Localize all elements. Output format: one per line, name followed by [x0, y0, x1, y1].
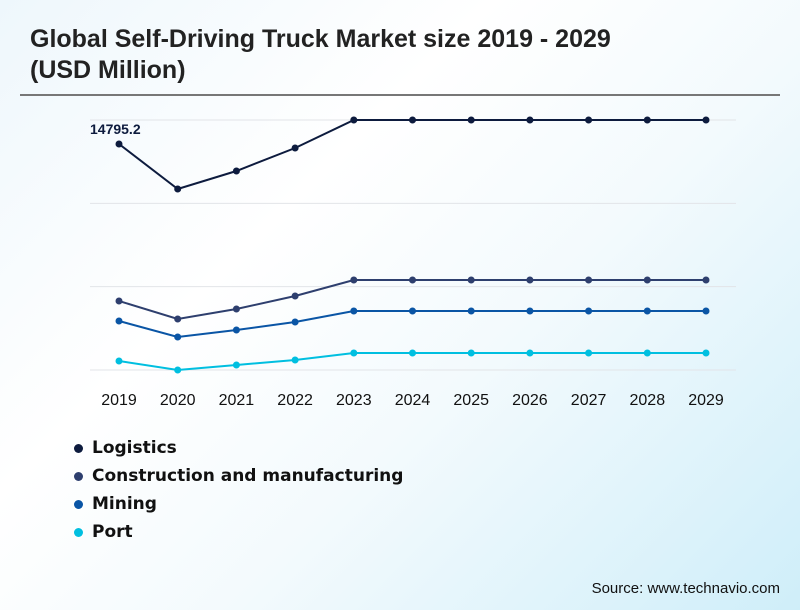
data-point	[350, 349, 358, 357]
line-chart: 2019 2020 2021 2022 2023 2024 2025 2026 2027 2028…	[90, 116, 736, 409]
data-point	[291, 318, 299, 326]
x-tick-label: 2028	[630, 392, 666, 409]
legend: Logistics Construction and manufacturing…	[74, 434, 403, 546]
legend-item-mining: Mining	[74, 490, 403, 518]
data-point	[232, 305, 240, 313]
data-point	[232, 326, 240, 334]
legend-item-logistics: Logistics	[74, 434, 403, 462]
data-point	[526, 349, 534, 357]
data-point	[174, 333, 182, 341]
legend-label: Port	[92, 522, 133, 542]
data-point	[232, 361, 240, 369]
data-point	[291, 292, 299, 300]
x-tick-label: 2027	[571, 392, 607, 409]
x-tick-label: 2029	[688, 392, 724, 409]
legend-marker	[74, 527, 83, 537]
x-tick-label: 2024	[395, 392, 431, 409]
data-point	[409, 116, 416, 124]
data-point	[291, 356, 299, 364]
series-line-0	[118, 119, 706, 191]
data-point	[115, 317, 123, 325]
legend-marker	[74, 471, 83, 481]
data-point	[643, 307, 651, 315]
source-note: Source: www.technavio.com	[591, 580, 780, 597]
data-point	[585, 307, 593, 315]
data-point	[350, 307, 358, 315]
x-tick-label: 2025	[453, 392, 489, 409]
data-point	[702, 307, 710, 315]
data-point	[291, 144, 299, 152]
data-point	[467, 307, 475, 315]
x-tick-label: 2021	[219, 392, 255, 409]
data-point	[467, 349, 475, 357]
data-point	[585, 276, 593, 284]
data-point	[232, 167, 240, 175]
data-point	[115, 140, 123, 148]
legend-item-port: Port	[74, 518, 403, 546]
data-point	[702, 276, 710, 284]
legend-label: Logistics	[92, 438, 177, 458]
legend-marker	[74, 499, 83, 509]
data-point	[702, 116, 710, 124]
data-point	[526, 276, 534, 284]
data-point	[174, 366, 182, 374]
chart-title: Global Self-Driving Truck Market size 20…	[30, 25, 611, 84]
legend-label: Mining	[92, 494, 157, 514]
x-tick-label: 2026	[512, 392, 548, 409]
data-point	[409, 276, 416, 284]
data-point	[409, 307, 416, 315]
data-point	[467, 276, 475, 284]
data-point	[526, 116, 534, 124]
data-point	[643, 116, 651, 124]
data-point	[643, 276, 651, 284]
data-point	[174, 185, 182, 193]
legend-label: Construction and manufacturing	[92, 466, 404, 486]
data-point	[350, 276, 358, 284]
legend-marker	[74, 443, 83, 453]
data-point	[115, 357, 123, 365]
data-point	[585, 349, 593, 357]
data-label: 14795.2	[90, 121, 141, 137]
data-point	[702, 349, 710, 357]
data-point	[350, 116, 358, 124]
x-tick-label: 2022	[277, 392, 313, 409]
data-point	[526, 307, 534, 315]
x-tick-label: 2023	[336, 392, 372, 409]
data-point	[467, 116, 475, 124]
x-tick-label: 2020	[160, 392, 196, 409]
data-point	[409, 349, 416, 357]
data-point	[585, 116, 593, 124]
title-divider	[20, 94, 780, 96]
data-point	[174, 315, 182, 323]
data-point	[115, 297, 123, 305]
data-point	[643, 349, 651, 357]
legend-item-construction: Construction and manufacturing	[74, 462, 403, 490]
x-tick-label: 2019	[101, 392, 137, 409]
